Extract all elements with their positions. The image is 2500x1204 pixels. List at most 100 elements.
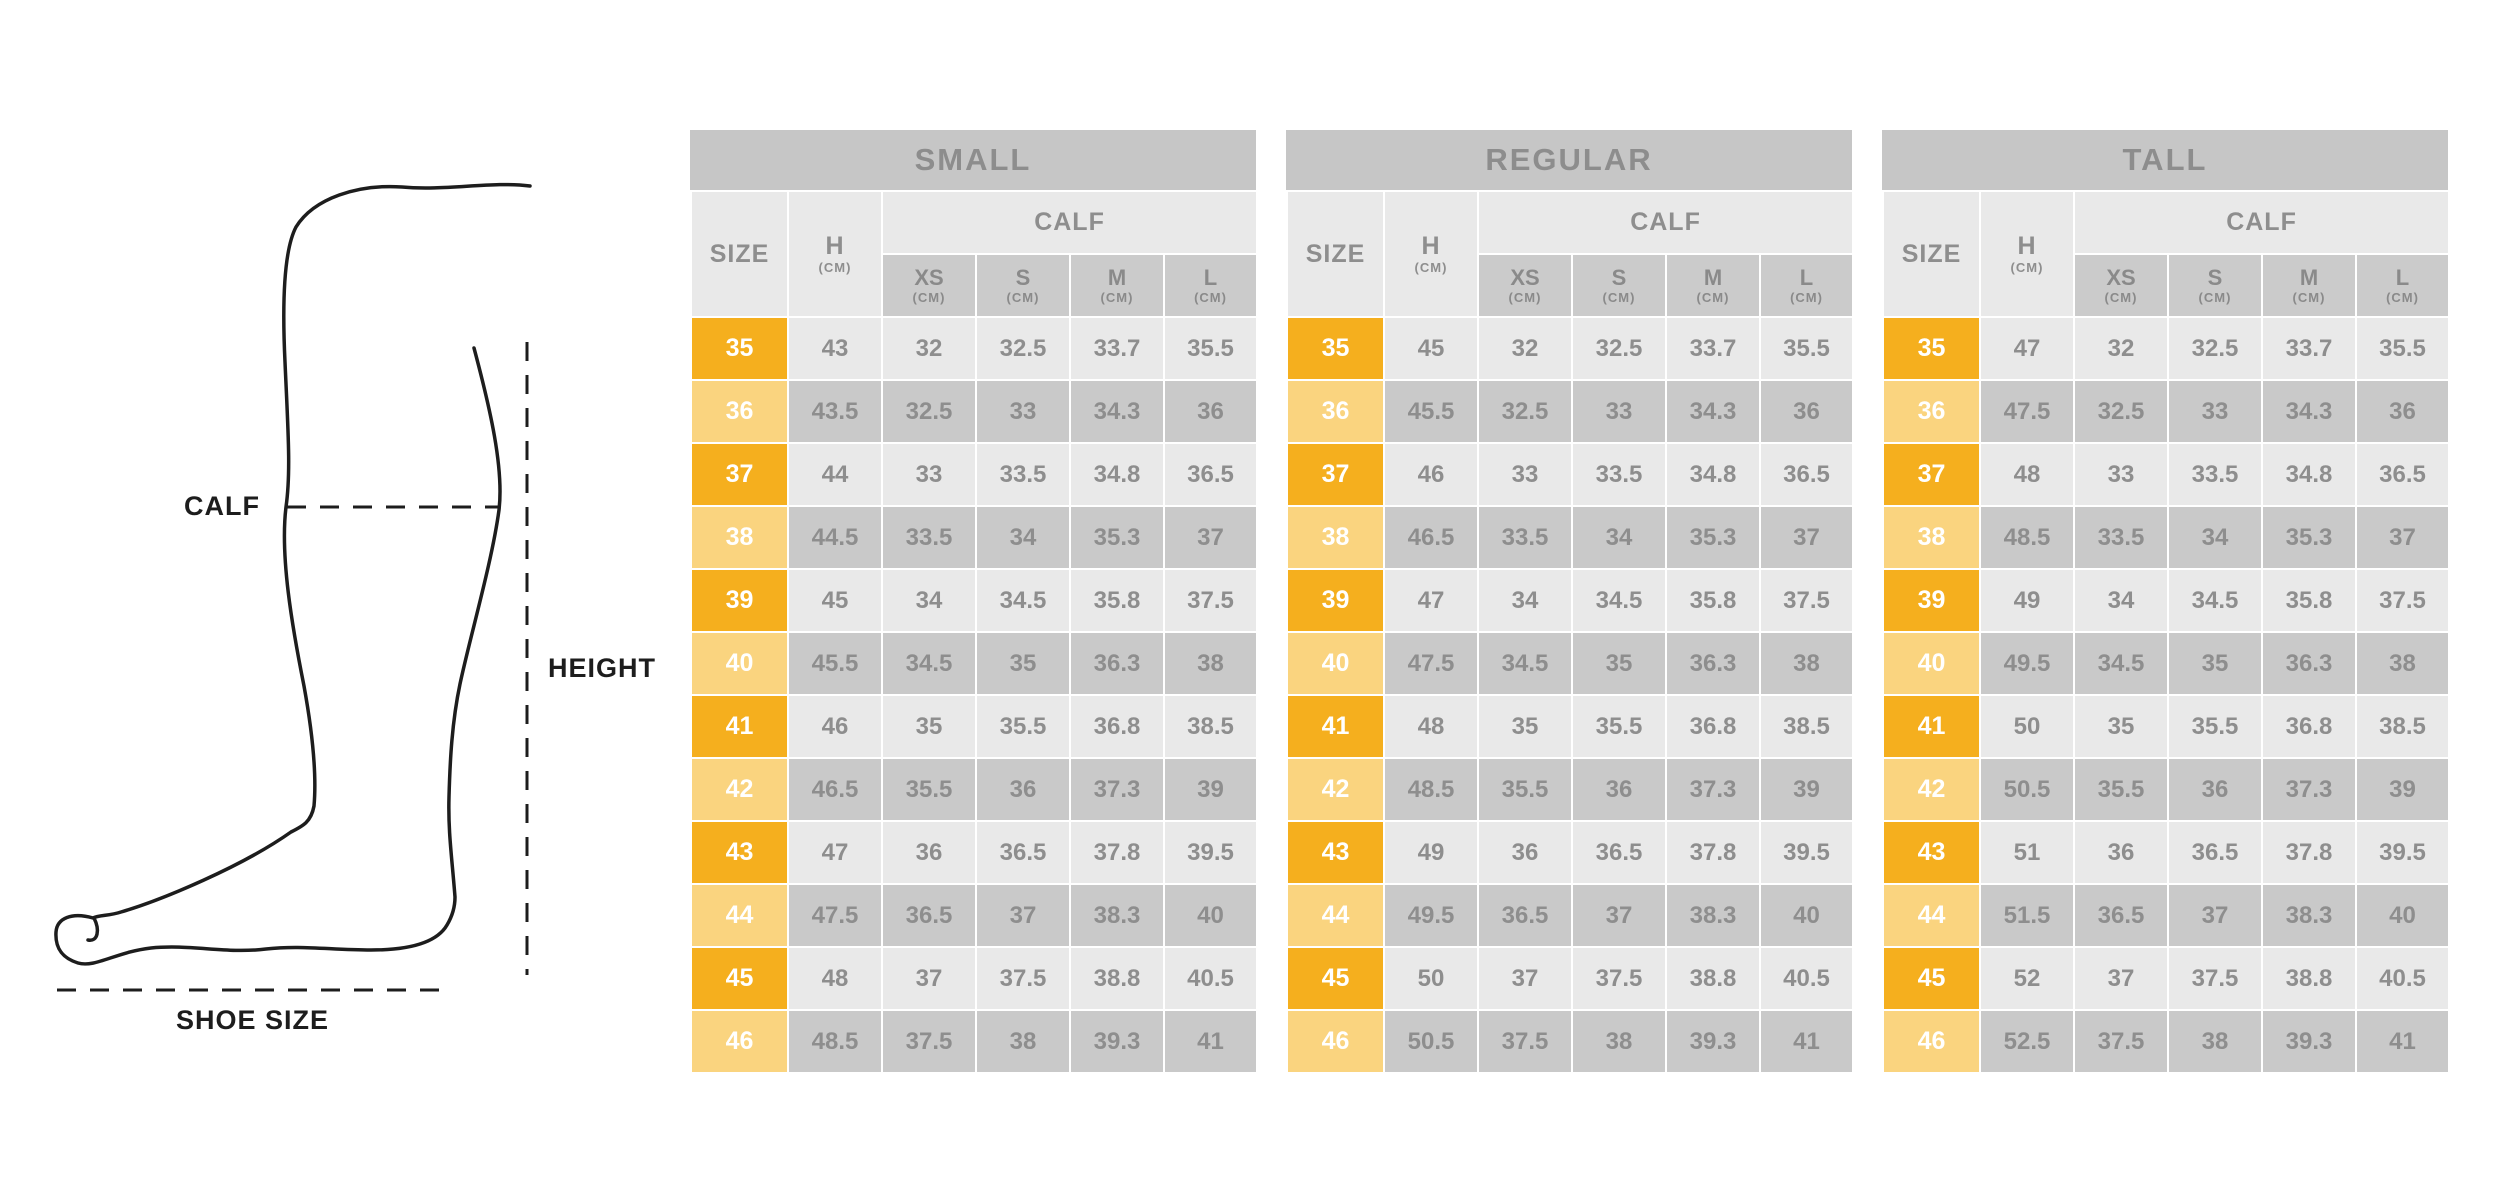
s-value-cell: 33 (2167, 379, 2263, 444)
xs-value-cell: 32.5 (2073, 379, 2169, 444)
size-column-header: SIZE (1882, 190, 1981, 318)
calf-label: CALF (184, 491, 260, 521)
size-cell: 38 (690, 505, 789, 570)
l-value-cell: 40.5 (2354, 946, 2451, 1011)
l-value-cell: 37.5 (2354, 568, 2451, 633)
table-body: 35 43 32 32.5 33.7 35.5 36 43.5 32.5 33 34.3 36 37 44… (690, 316, 1259, 1074)
calf-l-header: L (CM) (1758, 253, 1855, 318)
s-value-cell: 33.5 (1571, 442, 1667, 507)
xs-value-cell: 36.5 (2073, 883, 2169, 948)
h-value-cell: 47.5 (1383, 631, 1479, 696)
xs-value-cell: 32.5 (881, 379, 977, 444)
xs-value-cell: 34 (2073, 568, 2169, 633)
s-value-cell: 35.5 (2167, 694, 2263, 759)
table-row: 46 48.5 37.5 38 39.3 41 (690, 1009, 1259, 1074)
h-value-cell: 50 (1979, 694, 2075, 759)
h-value-cell: 46 (1383, 442, 1479, 507)
xs-value-cell: 33.5 (2073, 505, 2169, 570)
calf-l-header: L (CM) (2354, 253, 2451, 318)
m-value-cell: 37.3 (2261, 757, 2357, 822)
calf-l-header: L (CM) (1162, 253, 1259, 318)
h-value-cell: 50.5 (1383, 1009, 1479, 1074)
m-value-cell: 38.8 (1665, 946, 1761, 1011)
l-value-cell: 40.5 (1162, 946, 1259, 1011)
size-cell: 43 (690, 820, 789, 885)
l-value-cell: 38.5 (2354, 694, 2451, 759)
table-row: 41 46 35 35.5 36.8 38.5 (690, 694, 1259, 759)
header-label: L (2395, 264, 2410, 290)
xs-value-cell: 35 (881, 694, 977, 759)
s-value-cell: 36.5 (1571, 820, 1667, 885)
m-value-cell: 36.8 (1069, 694, 1165, 759)
table-row: 36 45.5 32.5 33 34.3 36 (1286, 379, 1855, 444)
m-value-cell: 38.3 (2261, 883, 2357, 948)
l-value-cell: 39.5 (1162, 820, 1259, 885)
header-label: S (1611, 264, 1627, 290)
m-value-cell: 34.3 (2261, 379, 2357, 444)
table-row: 37 44 33 33.5 34.8 36.5 (690, 442, 1259, 507)
header-unit: (CM) (1602, 289, 1636, 305)
m-value-cell: 37.8 (1069, 820, 1165, 885)
xs-value-cell: 36.5 (881, 883, 977, 948)
l-value-cell: 39 (1162, 757, 1259, 822)
l-value-cell: 35.5 (1162, 316, 1259, 381)
table-row: 46 52.5 37.5 38 39.3 41 (1882, 1009, 2451, 1074)
l-value-cell: 37.5 (1162, 568, 1259, 633)
s-value-cell: 37.5 (975, 946, 1071, 1011)
header-label: H (825, 231, 845, 260)
size-cell: 35 (690, 316, 789, 381)
m-value-cell: 34.8 (1069, 442, 1165, 507)
s-value-cell: 36 (2167, 757, 2263, 822)
s-value-cell: 33 (975, 379, 1071, 444)
s-value-cell: 34 (2167, 505, 2263, 570)
table-row: 37 46 33 33.5 34.8 36.5 (1286, 442, 1855, 507)
xs-value-cell: 37.5 (1477, 1009, 1573, 1074)
h-value-cell: 43.5 (787, 379, 883, 444)
xs-value-cell: 36 (2073, 820, 2169, 885)
xs-value-cell: 37.5 (881, 1009, 977, 1074)
m-value-cell: 38.3 (1069, 883, 1165, 948)
l-value-cell: 37.5 (1758, 568, 1855, 633)
m-value-cell: 35.8 (1665, 568, 1761, 633)
header-label: M (1107, 264, 1127, 290)
table-row: 35 47 32 32.5 33.7 35.5 (1882, 316, 2451, 381)
table-row: 39 47 34 34.5 35.8 37.5 (1286, 568, 1855, 633)
l-value-cell: 41 (2354, 1009, 2451, 1074)
table-row: 43 47 36 36.5 37.8 39.5 (690, 820, 1259, 885)
size-cell: 40 (690, 631, 789, 696)
header-unit: (CM) (912, 289, 946, 305)
calf-s-header: S (CM) (2167, 253, 2263, 318)
m-value-cell: 34.3 (1069, 379, 1165, 444)
l-value-cell: 40 (1162, 883, 1259, 948)
size-cell: 37 (690, 442, 789, 507)
l-value-cell: 39.5 (2354, 820, 2451, 885)
table-title: SMALL (690, 130, 1256, 190)
height-label: HEIGHT (548, 653, 657, 683)
size-chart-table: SIZE H (CM) CALF XS (CM) S (CM) M (CM) L (CM… (690, 190, 1259, 1074)
header-unit: (CM) (1006, 289, 1040, 305)
h-value-cell: 43 (787, 316, 883, 381)
leg-diagram-canvas (54, 182, 532, 992)
calf-s-header: S (CM) (1571, 253, 1667, 318)
h-value-cell: 47.5 (1979, 379, 2075, 444)
header-unit: (CM) (1790, 289, 1823, 305)
l-value-cell: 37 (1162, 505, 1259, 570)
table-title: TALL (1882, 130, 2448, 190)
l-value-cell: 37 (1758, 505, 1855, 570)
size-cell: 36 (1286, 379, 1385, 444)
table-row: 43 49 36 36.5 37.8 39.5 (1286, 820, 1855, 885)
s-value-cell: 34 (975, 505, 1071, 570)
size-cell: 37 (1882, 442, 1981, 507)
header-label: S (1015, 264, 1031, 290)
table-row: 46 50.5 37.5 38 39.3 41 (1286, 1009, 1855, 1074)
h-value-cell: 49 (1979, 568, 2075, 633)
xs-value-cell: 35.5 (881, 757, 977, 822)
m-value-cell: 36.3 (1069, 631, 1165, 696)
table-row: 44 49.5 36.5 37 38.3 40 (1286, 883, 1855, 948)
table-row: 41 48 35 35.5 36.8 38.5 (1286, 694, 1855, 759)
s-value-cell: 35 (1571, 631, 1667, 696)
h-value-cell: 47 (1383, 568, 1479, 633)
h-value-cell: 44.5 (787, 505, 883, 570)
m-value-cell: 35.8 (1069, 568, 1165, 633)
table-row: 43 51 36 36.5 37.8 39.5 (1882, 820, 2451, 885)
